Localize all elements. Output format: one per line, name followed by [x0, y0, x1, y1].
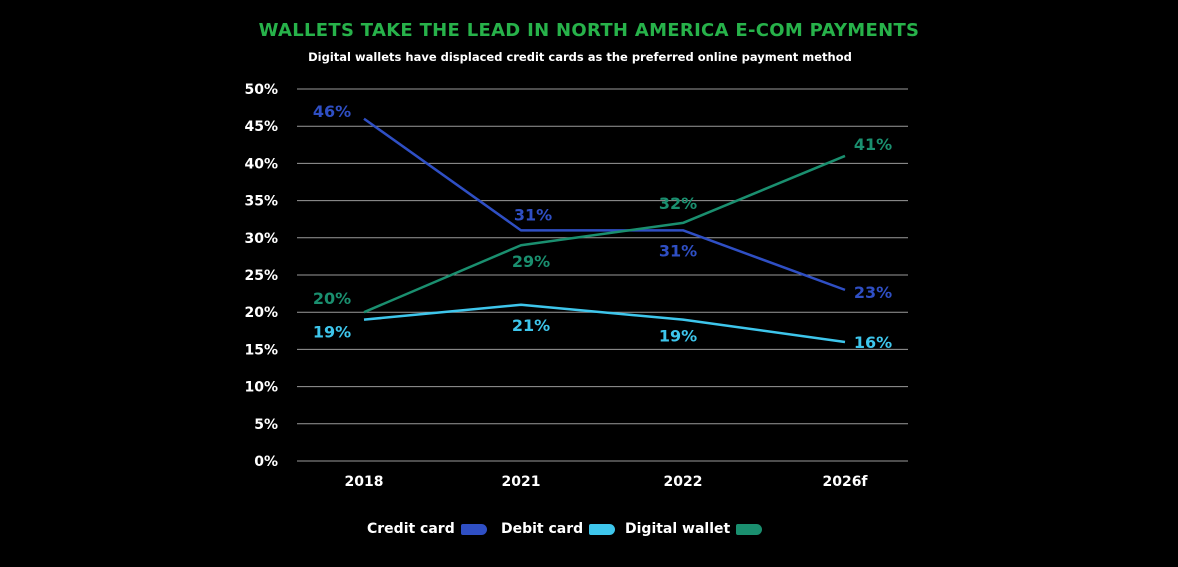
data-label-debit-card: 19% [659, 327, 697, 346]
y-tick-label: 10% [244, 380, 278, 396]
y-tick-label: 25% [244, 268, 278, 284]
data-label-debit-card: 19% [313, 323, 351, 342]
y-tick-label: 30% [244, 231, 278, 247]
chart-title: WALLETS TAKE THE LEAD IN NORTH AMERICA E… [258, 20, 920, 41]
x-tick-label: 2022 [664, 474, 703, 490]
legend-label-digital-wallet: Digital wallet [625, 521, 731, 537]
y-tick-label: 5% [254, 417, 278, 433]
y-tick-label: 20% [244, 305, 278, 321]
data-label-credit-card: 23% [854, 283, 892, 302]
data-label-credit-card: 46% [313, 102, 351, 121]
data-label-digital-wallet: 41% [854, 135, 892, 154]
y-tick-label: 0% [254, 454, 278, 470]
legend-label-credit-card: Credit card [367, 521, 455, 537]
y-tick-label: 15% [244, 342, 278, 358]
y-tick-label: 40% [244, 156, 278, 172]
legend-item-digital-wallet: Digital wallet [625, 521, 763, 537]
legend-swatch-debit-card [589, 523, 616, 535]
data-label-digital-wallet: 32% [659, 194, 697, 213]
legend-swatch-credit-card [460, 523, 487, 535]
legend-label-debit-card: Debit card [501, 521, 584, 537]
x-tick-label: 2026f [822, 474, 868, 490]
data-label-debit-card: 16% [854, 333, 892, 352]
legend-item-credit-card: Credit card [367, 521, 487, 537]
legend-item-debit-card: Debit card [501, 521, 616, 537]
series-line-credit-card [363, 117, 846, 292]
series-line-debit-card [363, 303, 846, 344]
chart-legend: Credit card Debit card Digital wallet [0, 521, 1178, 541]
legend-swatch-digital-wallet [736, 523, 763, 535]
data-label-credit-card: 31% [514, 205, 552, 224]
y-tick-label: 50% [244, 82, 278, 98]
data-label-credit-card: 31% [659, 241, 697, 260]
x-tick-label: 2021 [502, 474, 541, 490]
y-tick-label: 45% [244, 119, 278, 135]
y-tick-label: 35% [244, 194, 278, 210]
x-tick-label: 2018 [345, 474, 384, 490]
data-label-digital-wallet: 29% [512, 252, 550, 271]
series-line-digital-wallet [363, 154, 846, 314]
data-label-digital-wallet: 20% [313, 289, 351, 308]
chart-subtitle: Digital wallets have displaced credit ca… [308, 50, 852, 64]
data-label-debit-card: 21% [512, 316, 550, 335]
